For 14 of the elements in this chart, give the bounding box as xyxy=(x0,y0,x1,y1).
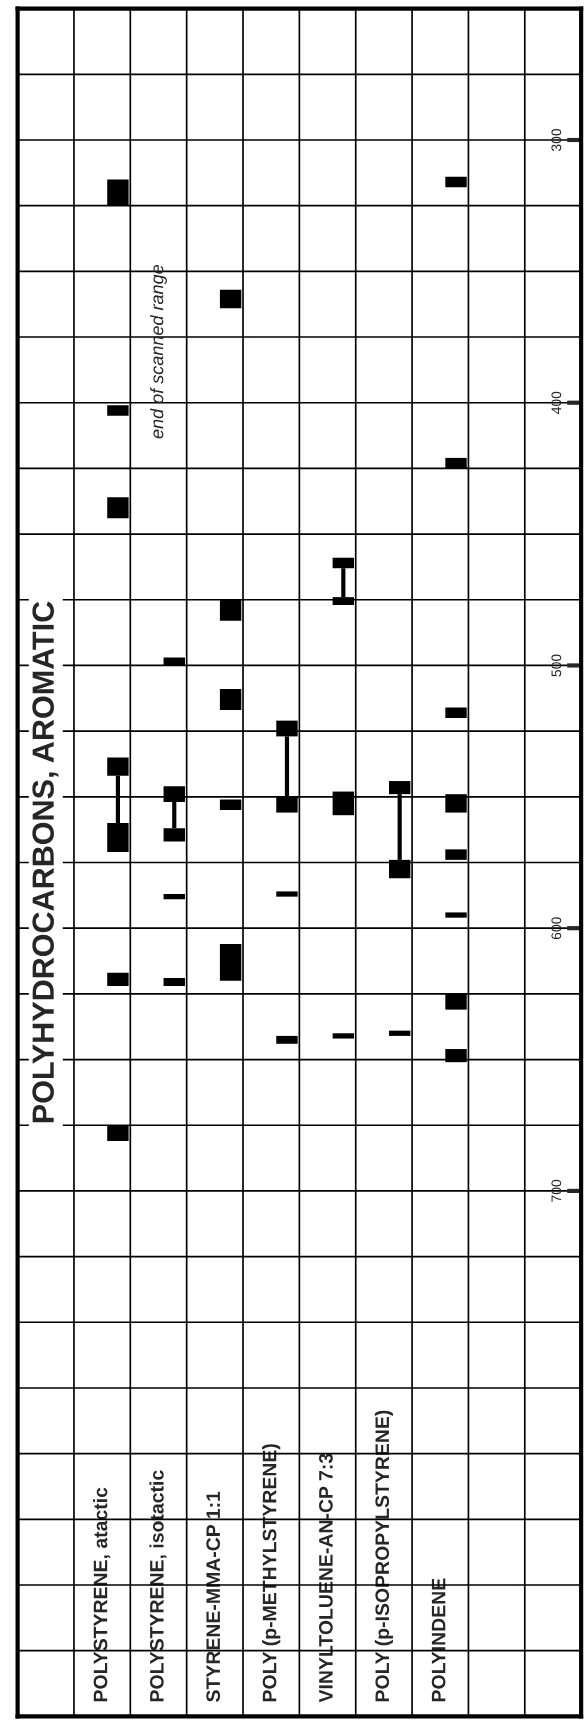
x-tick-label: POLYINDENE xyxy=(431,1578,446,1702)
x-tick-label: POLY (p-METHYLSTYRENE) xyxy=(262,1444,281,1702)
y-tick-label: 300 xyxy=(551,128,562,152)
x-tick-label: STYRENE-MMA-CP 1:1 xyxy=(206,1491,221,1702)
annotation: end of scanned range xyxy=(150,264,167,439)
text: POLYHYDROCARBONS, AROMATIC xyxy=(32,601,59,1123)
y-tick-label: 400 xyxy=(551,391,562,414)
x-tick-label: POLY (p-ISOPROPYLSTYRENE) xyxy=(374,1410,393,1702)
y-tick-label: 600 xyxy=(551,917,562,940)
x-tick-label: POLYSTYRENE, atactic xyxy=(93,1487,111,1702)
y-tick-label: 700 xyxy=(551,1179,562,1202)
x-tick-label: POLYSTYRENE, isotactic xyxy=(149,1470,167,1702)
y-tick-label: 500 xyxy=(551,654,562,677)
x-tick-label: VINYLTOLUENE-AN-CP 7:3 xyxy=(319,1453,333,1703)
